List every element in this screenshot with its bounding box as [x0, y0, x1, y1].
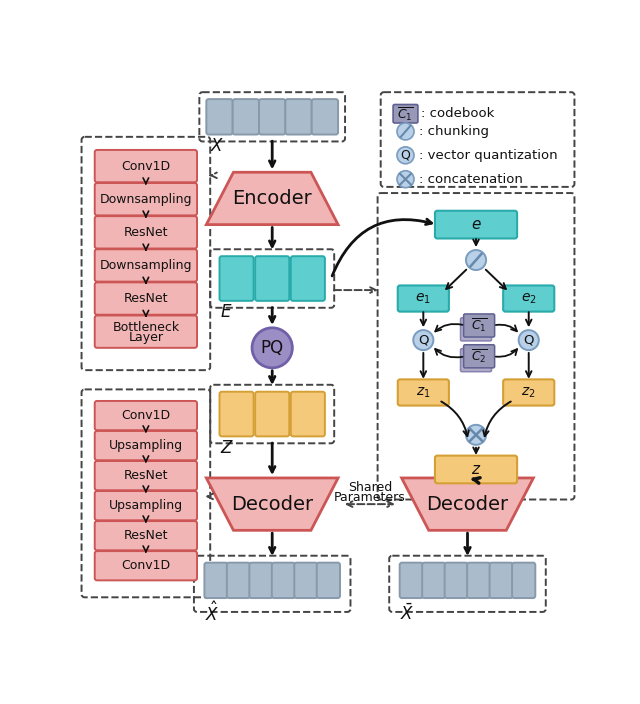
Text: Conv1D: Conv1D: [122, 160, 170, 172]
Text: Downsampling: Downsampling: [100, 193, 192, 206]
Text: : concatenation: : concatenation: [419, 172, 524, 186]
Text: ResNet: ResNet: [124, 226, 168, 239]
FancyBboxPatch shape: [95, 216, 197, 249]
Text: Conv1D: Conv1D: [122, 409, 170, 422]
Text: Downsampling: Downsampling: [100, 259, 192, 272]
Text: Decoder: Decoder: [426, 495, 509, 514]
FancyBboxPatch shape: [259, 99, 285, 134]
Text: Q: Q: [401, 149, 410, 162]
FancyBboxPatch shape: [317, 562, 340, 598]
Text: ResNet: ResNet: [124, 529, 168, 542]
Circle shape: [397, 171, 414, 188]
Text: PQ: PQ: [260, 339, 284, 357]
Circle shape: [252, 328, 292, 367]
Text: Layer: Layer: [129, 331, 163, 344]
FancyBboxPatch shape: [490, 562, 513, 598]
FancyBboxPatch shape: [512, 562, 535, 598]
FancyBboxPatch shape: [463, 345, 495, 367]
Circle shape: [413, 330, 433, 350]
FancyBboxPatch shape: [220, 391, 253, 436]
Polygon shape: [206, 478, 338, 530]
FancyBboxPatch shape: [503, 285, 554, 312]
Text: $E$: $E$: [220, 303, 232, 322]
Circle shape: [397, 147, 414, 164]
Circle shape: [518, 330, 539, 350]
FancyBboxPatch shape: [250, 562, 273, 598]
Text: : codebook: : codebook: [421, 107, 494, 120]
Text: $\overline{C_2}$: $\overline{C_2}$: [471, 348, 488, 365]
Text: $\hat{X}$: $\hat{X}$: [205, 602, 219, 625]
Text: $\bar{X}$: $\bar{X}$: [400, 603, 415, 624]
Text: ResNet: ResNet: [124, 292, 168, 305]
FancyBboxPatch shape: [206, 99, 233, 134]
FancyBboxPatch shape: [400, 562, 423, 598]
Text: $z_2$: $z_2$: [522, 385, 536, 400]
FancyBboxPatch shape: [294, 562, 317, 598]
Text: $z_1$: $z_1$: [416, 385, 431, 400]
Text: $\overline{C_1}$: $\overline{C_1}$: [397, 105, 414, 122]
FancyBboxPatch shape: [95, 401, 197, 430]
FancyBboxPatch shape: [272, 562, 295, 598]
Text: Conv1D: Conv1D: [122, 559, 170, 572]
FancyBboxPatch shape: [95, 249, 197, 282]
FancyBboxPatch shape: [461, 348, 492, 372]
Polygon shape: [402, 478, 533, 530]
Text: $e_1$: $e_1$: [415, 291, 431, 306]
FancyBboxPatch shape: [291, 256, 325, 301]
FancyBboxPatch shape: [312, 99, 338, 134]
FancyBboxPatch shape: [422, 562, 445, 598]
FancyBboxPatch shape: [95, 282, 197, 315]
Text: : vector quantization: : vector quantization: [419, 149, 558, 162]
FancyBboxPatch shape: [397, 285, 449, 312]
FancyBboxPatch shape: [393, 104, 418, 123]
FancyBboxPatch shape: [445, 562, 468, 598]
FancyBboxPatch shape: [397, 379, 449, 406]
FancyBboxPatch shape: [503, 379, 554, 406]
Circle shape: [466, 250, 486, 270]
Text: $X$: $X$: [210, 137, 225, 155]
Text: : chunking: : chunking: [419, 125, 490, 138]
FancyBboxPatch shape: [467, 562, 490, 598]
Text: $e_2$: $e_2$: [521, 291, 536, 306]
FancyBboxPatch shape: [227, 562, 250, 598]
Text: Bottleneck: Bottleneck: [112, 321, 179, 334]
Text: Q: Q: [418, 334, 429, 346]
Text: Parameters: Parameters: [334, 491, 406, 505]
FancyBboxPatch shape: [461, 318, 492, 341]
FancyBboxPatch shape: [95, 491, 197, 520]
FancyBboxPatch shape: [285, 99, 312, 134]
FancyBboxPatch shape: [204, 562, 228, 598]
Text: Upsampling: Upsampling: [109, 499, 183, 513]
FancyBboxPatch shape: [220, 256, 253, 301]
FancyBboxPatch shape: [291, 391, 325, 436]
Circle shape: [397, 123, 414, 140]
FancyBboxPatch shape: [95, 150, 197, 182]
FancyBboxPatch shape: [95, 461, 197, 490]
FancyBboxPatch shape: [435, 210, 517, 239]
Text: Encoder: Encoder: [232, 189, 312, 208]
FancyBboxPatch shape: [463, 314, 495, 337]
FancyBboxPatch shape: [255, 256, 289, 301]
FancyBboxPatch shape: [233, 99, 259, 134]
FancyBboxPatch shape: [435, 455, 517, 484]
Text: Decoder: Decoder: [231, 495, 313, 514]
FancyBboxPatch shape: [95, 521, 197, 551]
FancyBboxPatch shape: [255, 391, 289, 436]
Text: $\overline{C_1}$: $\overline{C_1}$: [471, 317, 488, 334]
Text: Shared: Shared: [348, 481, 392, 494]
FancyBboxPatch shape: [95, 551, 197, 580]
FancyBboxPatch shape: [95, 431, 197, 460]
Text: $z$: $z$: [471, 462, 481, 477]
Text: $Z$: $Z$: [220, 439, 234, 457]
FancyBboxPatch shape: [95, 183, 197, 215]
Text: Q: Q: [524, 334, 534, 346]
Text: $e$: $e$: [470, 217, 481, 232]
Text: ResNet: ResNet: [124, 469, 168, 482]
Circle shape: [466, 425, 486, 445]
Text: Upsampling: Upsampling: [109, 439, 183, 452]
FancyBboxPatch shape: [95, 315, 197, 348]
Polygon shape: [206, 172, 338, 225]
